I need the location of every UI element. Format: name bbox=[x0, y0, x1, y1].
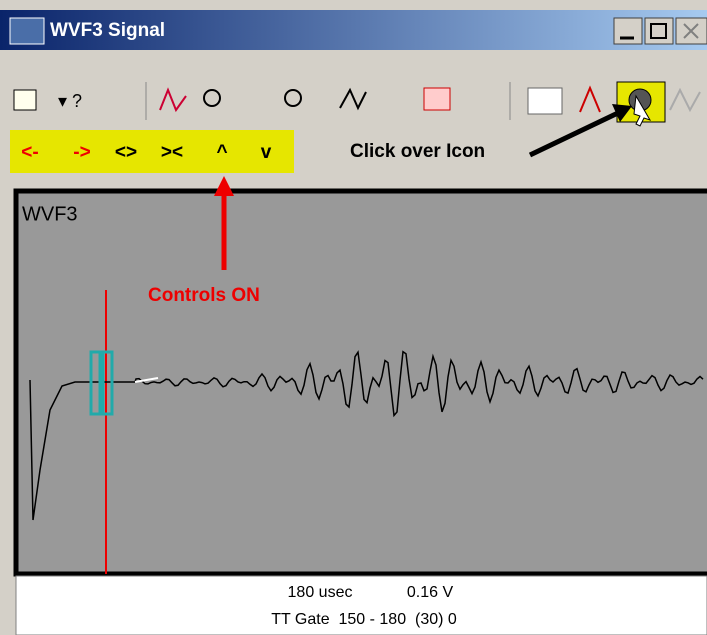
control-button[interactable]: <> bbox=[115, 142, 137, 163]
controls-bar bbox=[10, 130, 294, 173]
status-voltage: 0.16 V bbox=[407, 584, 454, 601]
arrow bbox=[528, 109, 622, 158]
control-button[interactable]: ^ bbox=[216, 142, 227, 163]
app-icon bbox=[9, 17, 45, 45]
minimize-button[interactable] bbox=[613, 17, 643, 45]
zoom-out-icon[interactable] bbox=[284, 89, 302, 107]
status-box bbox=[15, 575, 707, 635]
cursor-marker[interactable] bbox=[89, 350, 102, 416]
title-bar bbox=[0, 10, 707, 50]
arrow-head bbox=[214, 176, 234, 196]
annotation: Click over Icon bbox=[350, 141, 485, 162]
cursor bbox=[633, 94, 652, 127]
zoom-in-icon[interactable] bbox=[203, 89, 221, 107]
tool-icon[interactable] bbox=[423, 87, 451, 111]
status-gate: TT Gate 150 - 180 (30) 0 bbox=[271, 611, 457, 628]
annotation: Controls ON bbox=[148, 285, 260, 306]
maximize-glyph bbox=[650, 23, 667, 39]
close-glyph bbox=[683, 23, 699, 39]
control-button[interactable]: v bbox=[261, 142, 272, 163]
tool-icon[interactable] bbox=[13, 89, 37, 111]
tool-icon[interactable] bbox=[159, 87, 187, 113]
gate-segment bbox=[134, 377, 159, 383]
toolbar: ▾ ? bbox=[13, 81, 701, 127]
control-button[interactable]: >< bbox=[161, 142, 183, 163]
status-time: 180 usec bbox=[288, 584, 353, 601]
control-button[interactable]: -> bbox=[73, 142, 90, 163]
tool-icon[interactable] bbox=[669, 87, 701, 113]
tool-icon[interactable] bbox=[527, 87, 563, 115]
window-title: WVF3 Signal bbox=[50, 20, 165, 41]
arrow-head bbox=[612, 104, 632, 122]
tool-icon[interactable] bbox=[339, 87, 367, 111]
cursor-marker[interactable] bbox=[101, 350, 114, 416]
tool-icon[interactable]: ▾ ? bbox=[58, 91, 82, 111]
tool-icon[interactable] bbox=[579, 85, 601, 113]
maximize-button[interactable] bbox=[644, 17, 674, 45]
waveform bbox=[29, 350, 704, 521]
control-button[interactable]: <- bbox=[21, 142, 38, 163]
plot-label: WVF3 bbox=[22, 203, 78, 225]
